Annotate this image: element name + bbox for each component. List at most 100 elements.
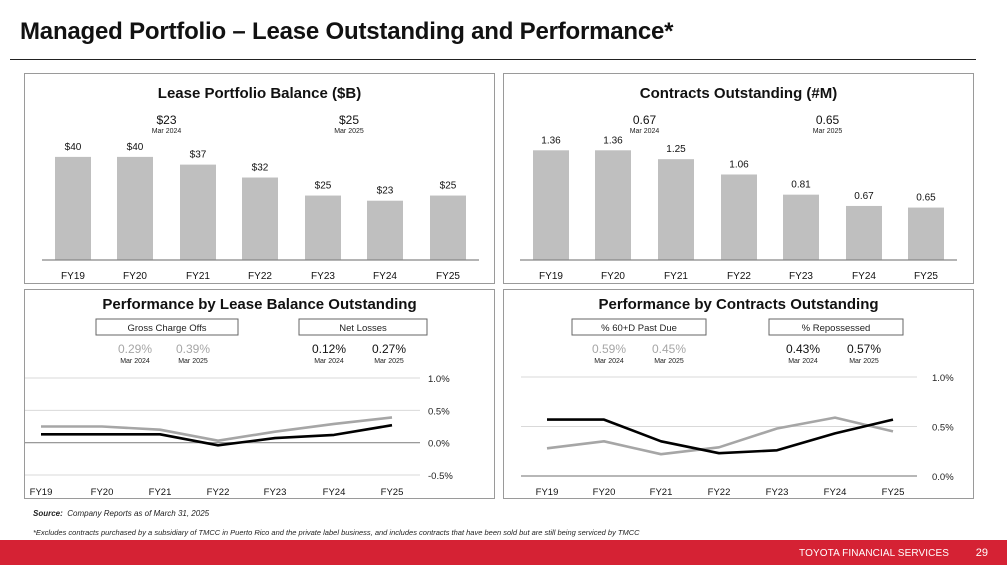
x-tick-label: FY22 <box>207 487 230 498</box>
x-tick-label: FY19 <box>30 487 53 498</box>
bar-data-label: 1.36 <box>541 135 561 146</box>
bar <box>908 207 944 260</box>
contracts-panel: Contracts Outstanding (#M) 0.67 Mar 2024 0… <box>503 73 974 284</box>
callout-label: Mar 2025 <box>334 128 364 135</box>
bar-data-label: 0.65 <box>916 193 936 204</box>
footer-bar <box>0 540 1007 565</box>
bar-data-label: $37 <box>190 150 207 161</box>
bar <box>117 156 153 260</box>
callout-value: 0.12% <box>312 342 346 356</box>
perf-contracts-title: Performance by Contracts Outstanding <box>598 296 879 313</box>
x-tick-label: FY21 <box>664 271 688 282</box>
x-tick-label: FY24 <box>852 271 876 282</box>
bar-data-label: 0.67 <box>854 191 874 202</box>
bar <box>430 195 466 260</box>
callout-value: 0.45% <box>652 342 686 356</box>
callout-label: Mar 2025 <box>813 128 843 135</box>
x-tick-label: FY25 <box>381 487 404 498</box>
bar <box>721 174 757 260</box>
x-tick-label: FY21 <box>650 487 673 498</box>
x-tick-label: FY19 <box>61 271 85 282</box>
x-tick-label: FY22 <box>708 487 731 498</box>
callout-label: Mar 2024 <box>152 128 182 135</box>
x-tick-label: FY25 <box>914 271 938 282</box>
y-tick-label: 1.0% <box>428 374 450 385</box>
bar <box>846 205 882 260</box>
x-tick-label: FY21 <box>186 271 210 282</box>
perf-contracts-panel: Performance by Contracts Outstanding % 6… <box>503 289 974 499</box>
bar-data-label: $23 <box>377 186 394 197</box>
source-text: Company Reports as of March 31, 2025 <box>67 509 210 518</box>
lease-balance-panel: Lease Portfolio Balance ($B) $23 Mar 2024… <box>24 73 495 284</box>
legend-label: Gross Charge Offs <box>127 323 206 334</box>
x-tick-label: FY22 <box>248 271 272 282</box>
source-note: Source: Company Reports as of March 31, … <box>33 509 209 518</box>
callout-value: 0.39% <box>176 342 210 356</box>
bar <box>533 150 569 260</box>
bar-data-label: $25 <box>315 181 332 192</box>
perf-lease-panel: Performance by Lease Balance Outstanding… <box>24 289 495 499</box>
footnote: *Excludes contracts purchased by a subsi… <box>33 528 640 537</box>
bar-data-label: $32 <box>252 163 269 174</box>
x-tick-label: FY20 <box>91 487 114 498</box>
perf-lease-title: Performance by Lease Balance Outstanding <box>102 296 417 313</box>
callout-label: Mar 2025 <box>178 358 208 365</box>
legend-box <box>768 318 904 336</box>
x-tick-label: FY23 <box>789 271 813 282</box>
callout-value: 0.43% <box>786 342 820 356</box>
bar <box>783 194 819 260</box>
callout-label: Mar 2024 <box>630 128 660 135</box>
contracts-title: Contracts Outstanding (#M) <box>639 85 838 102</box>
lease-balance-title: Lease Portfolio Balance ($B) <box>157 85 362 102</box>
callout-label: Mar 2024 <box>314 358 344 365</box>
legend-box <box>95 318 239 336</box>
y-tick-label: 0.0% <box>428 439 450 450</box>
y-tick-label: 0.5% <box>428 406 450 417</box>
x-tick-label: FY25 <box>882 487 905 498</box>
x-tick-label: FY23 <box>766 487 789 498</box>
callout-value: 0.57% <box>847 342 881 356</box>
bar-data-label: $25 <box>440 181 457 192</box>
callout-label: Mar 2024 <box>788 358 818 365</box>
x-tick-label: FY24 <box>824 487 847 498</box>
callout-label: Mar 2025 <box>654 358 684 365</box>
series-line-gray <box>546 416 894 456</box>
callout-value: 0.65 <box>816 113 840 127</box>
callout-label: Mar 2025 <box>374 358 404 365</box>
callout-value: 0.27% <box>372 342 406 356</box>
y-tick-label: 1.0% <box>932 373 954 384</box>
callout-label: Mar 2025 <box>849 358 879 365</box>
legend-label: % 60+D Past Due <box>601 323 677 334</box>
bar <box>180 164 216 260</box>
x-tick-label: FY24 <box>323 487 346 498</box>
bar <box>305 195 341 260</box>
callout-value: 0.67 <box>633 113 657 127</box>
bar-data-label: $40 <box>65 142 82 153</box>
x-tick-label: FY20 <box>123 271 147 282</box>
legend-box <box>298 318 428 336</box>
legend-box <box>571 318 707 336</box>
x-tick-label: FY19 <box>536 487 559 498</box>
series-line-gray <box>41 416 393 442</box>
callout-value: $23 <box>156 113 176 127</box>
x-tick-label: FY20 <box>601 271 625 282</box>
page-title: Managed Portfolio – Lease Outstanding an… <box>20 18 674 45</box>
x-tick-label: FY22 <box>727 271 751 282</box>
bar-data-label: 1.36 <box>603 135 623 146</box>
x-tick-label: FY21 <box>149 487 172 498</box>
perf-lease-chart: Gross Charge Offs 0.29% Mar 2024 0.39% Mar 2… <box>25 318 453 498</box>
y-tick-label: -0.5% <box>428 471 453 482</box>
bar-data-label: 1.06 <box>729 159 749 170</box>
bar <box>658 159 694 260</box>
bar <box>595 150 631 260</box>
callout-value: $25 <box>339 113 359 127</box>
callout-label: Mar 2024 <box>594 358 624 365</box>
legend-label: % Repossessed <box>802 323 871 334</box>
x-tick-label: FY24 <box>373 271 397 282</box>
bar-data-label: $40 <box>127 142 144 153</box>
source-label: Source: <box>33 509 63 518</box>
bar-data-label: 1.25 <box>666 144 686 155</box>
x-tick-label: FY20 <box>593 487 616 498</box>
